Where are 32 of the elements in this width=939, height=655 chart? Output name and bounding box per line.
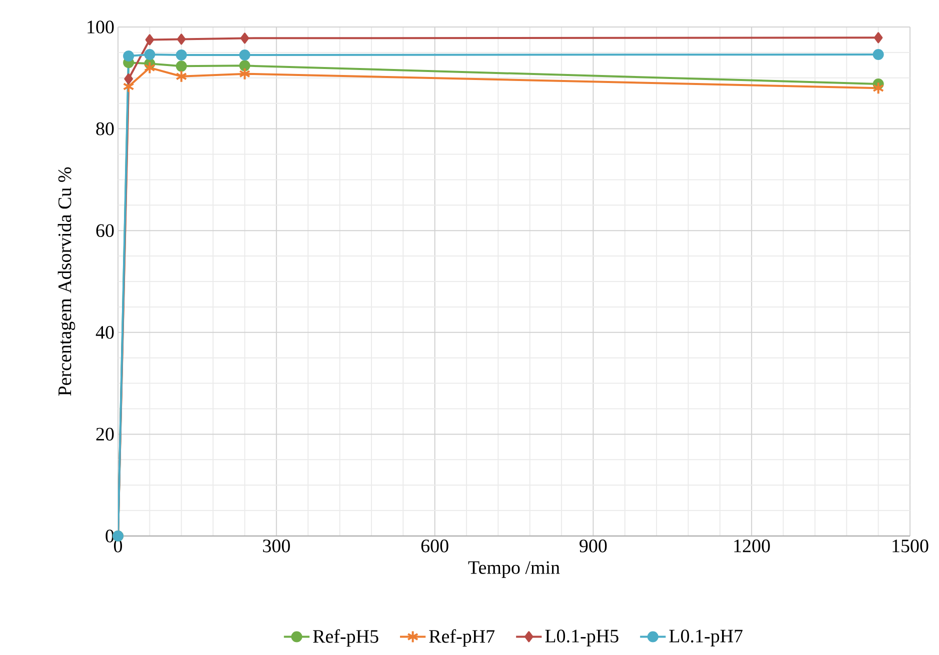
- point: [176, 34, 186, 45]
- point: [238, 67, 250, 80]
- x-tick-label: 600: [421, 540, 448, 552]
- point: [144, 48, 156, 60]
- point: [144, 61, 156, 74]
- x-tick-label: 1200: [734, 540, 770, 552]
- point: [874, 32, 883, 44]
- y-tick-label: 40: [96, 326, 114, 339]
- legend-label: Ref-pH7: [429, 629, 495, 647]
- x-tick-label: 900: [580, 540, 607, 552]
- point: [176, 70, 188, 83]
- point: [124, 73, 133, 84]
- legend-label: Ref-pH5: [313, 629, 378, 647]
- y-tick-label: 60: [96, 224, 114, 237]
- legend-label: L0.1-pH7: [669, 630, 743, 646]
- point: [872, 48, 884, 60]
- point: [176, 49, 187, 60]
- point: [240, 32, 250, 44]
- legend-label: L0.1-pH5: [545, 630, 618, 646]
- x-tick-label: 300: [263, 540, 290, 552]
- y-tick-label: 100: [88, 20, 114, 34]
- y-tick-label: 20: [96, 428, 114, 441]
- point: [176, 60, 187, 72]
- x-tick-label: 1500: [892, 540, 928, 552]
- point: [872, 82, 884, 95]
- point: [239, 60, 250, 72]
- point: [145, 34, 154, 46]
- y-tick-label: 80: [96, 122, 114, 136]
- y-axis-title: Percentagem Adsorvida Cu %: [58, 167, 76, 396]
- point: [123, 50, 134, 62]
- x-axis-title: Tempo /min: [468, 561, 560, 578]
- point: [239, 49, 250, 60]
